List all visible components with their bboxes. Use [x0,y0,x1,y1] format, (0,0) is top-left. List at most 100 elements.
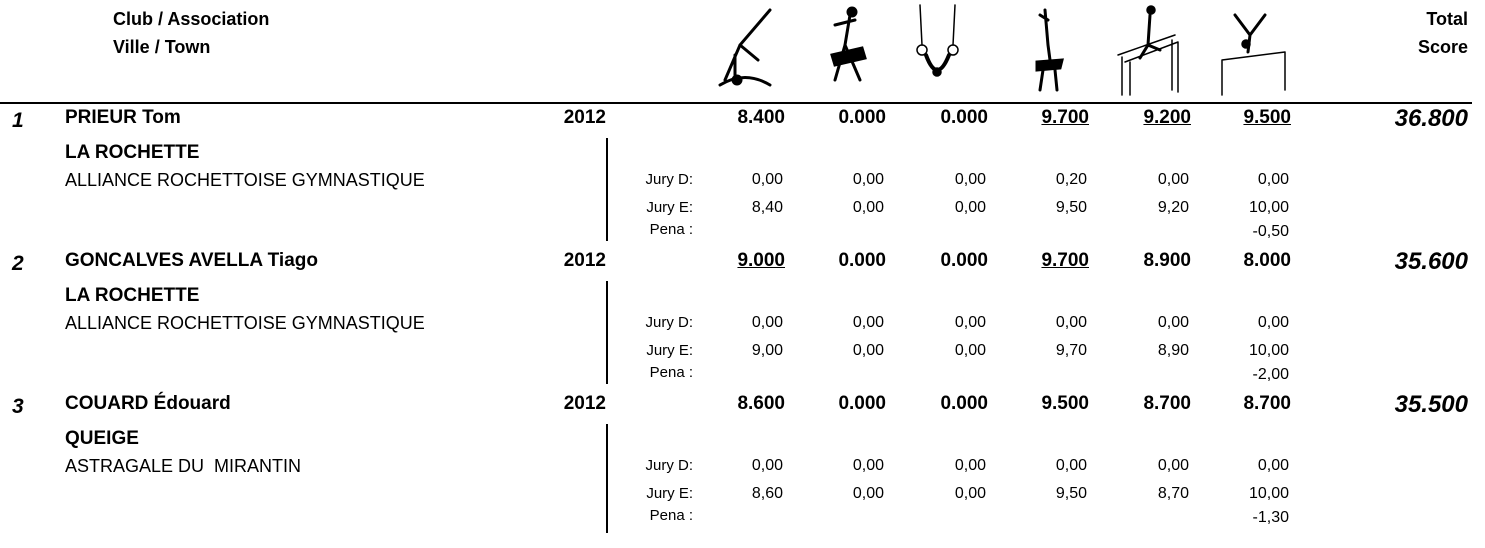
separator [606,424,608,533]
jury-e-value: 0,00 [852,199,884,216]
apparatus-score: 0.000 [940,107,988,128]
jury-d-value: 0,00 [1157,171,1189,188]
apparatus-score: 9.500 [1041,393,1089,414]
athlete-name: GONCALVES AVELLA Tiago [65,250,318,271]
pena-label: Pena : [649,364,693,381]
jury-e-value: 0,00 [954,485,986,502]
jury-d-value: 0,00 [1055,457,1087,474]
pena-label: Pena : [649,221,693,238]
total-label: Total [1426,9,1468,29]
jury-e-value: 0,00 [852,342,884,359]
jury-d-value: 0,00 [1055,314,1087,331]
jury-e-value: 9,70 [1055,342,1087,359]
apparatus-score: 9.700 [1041,250,1089,271]
high-bar-icon [1221,13,1286,96]
jury-e-value: 8,60 [751,485,783,502]
rings-icon [916,4,959,77]
apparatus-icons [718,4,1286,96]
jury-e-value: 10,00 [1248,342,1289,359]
jury-e-label: Jury E: [646,485,693,502]
pena-value: -1,30 [1252,509,1289,526]
town: LA ROCHETTE [65,285,200,306]
jury-d-value: 0,00 [954,457,986,474]
town-label: Ville / Town [113,37,211,57]
jury-e-value: 9,50 [1055,485,1087,502]
total-score: 36.800 [1394,105,1468,132]
jury-e-value: 0,00 [852,485,884,502]
jury-d-value: 0,00 [852,457,884,474]
total-label: Score [1417,37,1468,57]
jury-e-value: 9,00 [751,342,783,359]
jury-e-value: 0,00 [954,199,986,216]
separator [606,138,608,241]
floor-icon [718,8,772,87]
apparatus-score: 0.000 [940,393,988,414]
town: LA ROCHETTE [65,142,200,163]
club: ASTRAGALE DU MIRANTIN [65,456,302,476]
apparatus-score: 8.600 [737,393,785,414]
jury-d-value: 0,00 [1257,314,1289,331]
club: ALLIANCE ROCHETTOISE GYMNASTIQUE [65,313,425,333]
jury-e-label: Jury E: [646,342,693,359]
jury-d-value: 0,00 [751,314,783,331]
apparatus-score: 8.400 [737,107,785,128]
jury-e-value: 9,50 [1055,199,1087,216]
jury-d-value: 0,00 [852,171,884,188]
apparatus-score: 9.000 [737,250,785,271]
jury-d-value: 0,00 [954,171,986,188]
jury-d-label: Jury D: [645,171,693,188]
vault-icon [1035,8,1064,92]
athlete-name: PRIEUR Tom [65,107,181,128]
total-score: 35.500 [1394,391,1468,418]
jury-d-value: 0,00 [751,171,783,188]
apparatus-score: 0.000 [838,393,886,414]
jury-e-label: Jury E: [646,199,693,216]
jury-e-value: 9,20 [1157,199,1189,216]
apparatus-score: 0.000 [838,250,886,271]
apparatus-score: 0.000 [940,250,988,271]
rank: 2 [12,252,24,275]
jury-e-value: 8,90 [1157,342,1189,359]
jury-d-label: Jury D: [645,457,693,474]
birth-year: 2012 [563,393,606,414]
club-label: Club / Association [113,9,270,29]
jury-d-value: 0,00 [751,457,783,474]
birth-year: 2012 [563,250,606,271]
separator [606,281,608,384]
apparatus-score: 0.000 [838,107,886,128]
apparatus-score: 9.700 [1041,107,1089,128]
jury-e-value: 10,00 [1248,485,1289,502]
jury-e-value: 0,00 [954,342,986,359]
birth-year: 2012 [563,107,606,128]
jury-e-value: 10,00 [1248,199,1289,216]
town: QUEIGE [65,428,139,449]
pommel-icon [830,6,867,82]
apparatus-score: 9.500 [1243,107,1291,128]
jury-e-value: 8,40 [751,199,783,216]
rank: 3 [12,395,24,418]
header-rule [0,102,1472,104]
apparatus-score: 8.000 [1243,250,1291,271]
apparatus-score: 9.200 [1143,107,1191,128]
apparatus-score: 8.700 [1143,393,1191,414]
rank: 1 [12,109,24,132]
jury-d-value: 0,00 [1157,457,1189,474]
parallel-bars-icon [1117,5,1179,96]
club: ALLIANCE ROCHETTOISE GYMNASTIQUE [65,170,425,190]
jury-d-value: 0,20 [1055,171,1087,188]
jury-d-value: 0,00 [852,314,884,331]
total-score: 35.600 [1394,248,1468,275]
pena-label: Pena : [649,507,693,524]
pena-value: -0,50 [1252,223,1289,240]
jury-d-label: Jury D: [645,314,693,331]
apparatus-score: 8.700 [1243,393,1291,414]
jury-d-value: 0,00 [1157,314,1189,331]
athlete-name: COUARD Édouard [65,393,231,414]
jury-d-value: 0,00 [1257,457,1289,474]
jury-d-value: 0,00 [954,314,986,331]
jury-d-value: 0,00 [1257,171,1289,188]
jury-e-value: 8,70 [1157,485,1189,502]
pena-value: -2,00 [1252,366,1289,383]
apparatus-score: 8.900 [1143,250,1191,271]
